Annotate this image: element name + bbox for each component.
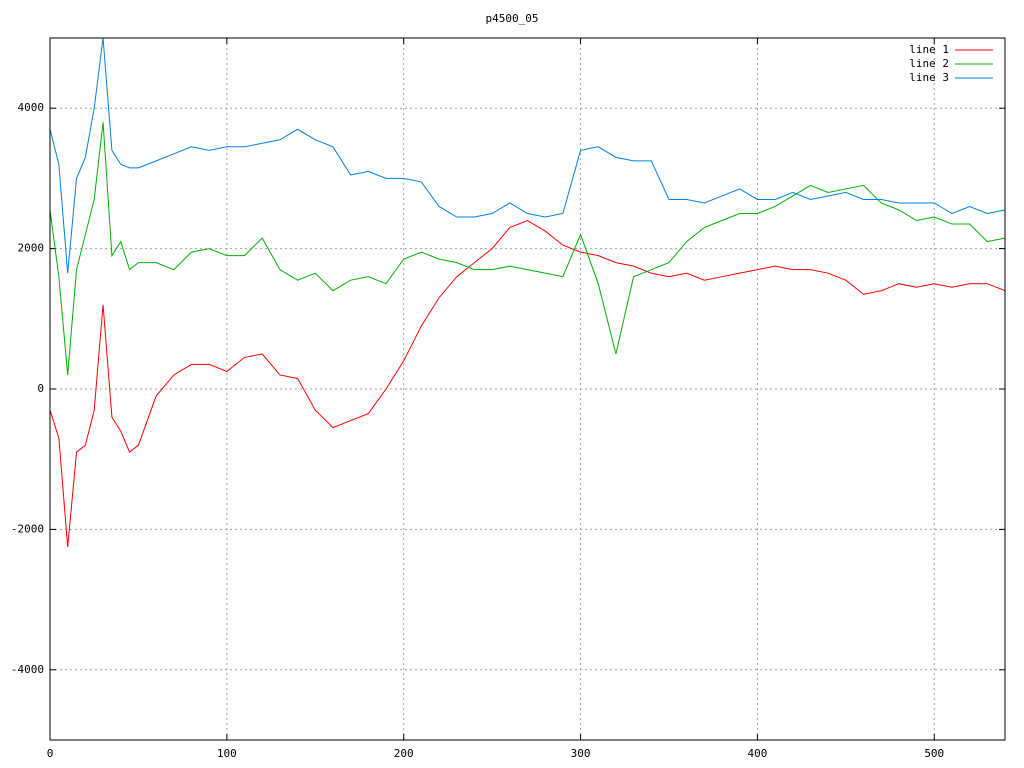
- legend-label: line 3: [909, 71, 949, 84]
- legend-label: line 1: [909, 43, 949, 56]
- data-line: [50, 219, 1005, 547]
- data-line: [50, 122, 1005, 376]
- y-tick-label: 2000: [18, 242, 45, 255]
- x-tick-label: 300: [571, 747, 591, 760]
- y-tick-label: 4000: [18, 101, 45, 114]
- y-tick-label: -4000: [11, 663, 44, 676]
- x-tick-label: 0: [47, 747, 54, 760]
- x-tick-label: 500: [924, 747, 944, 760]
- x-tick-label: 400: [747, 747, 767, 760]
- data-line: [50, 38, 1005, 274]
- grid: -4000 -2000 0 2000 4000 0 100 200 300 400 500: [11, 38, 1005, 760]
- x-tick-label: 100: [217, 747, 237, 760]
- legend-label: line 2: [909, 57, 949, 70]
- plot-area: [50, 38, 1005, 547]
- y-tick-label: -2000: [11, 522, 44, 535]
- chart-title: p4500_05: [486, 12, 539, 25]
- y-tick-label: 0: [37, 382, 44, 395]
- plot-border: [49, 37, 1006, 741]
- x-tick-label: 200: [394, 747, 414, 760]
